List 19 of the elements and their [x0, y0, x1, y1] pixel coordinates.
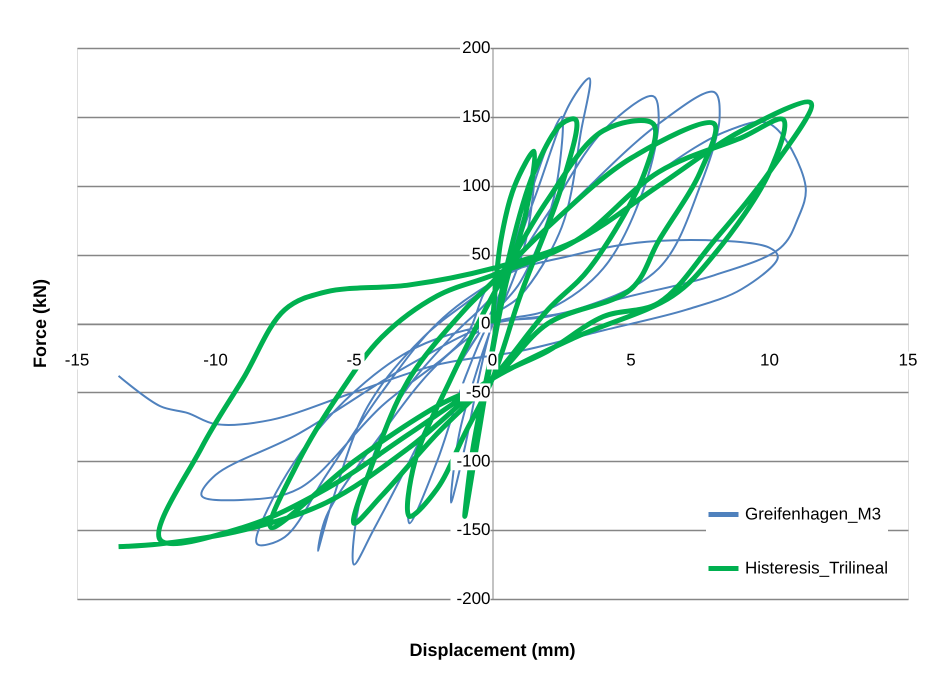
y-axis-title: Force (kN): [30, 278, 50, 368]
y-tick-label: 200: [462, 38, 490, 57]
x-tick-label: -10: [203, 350, 228, 370]
y-tick-label: -100: [456, 451, 490, 470]
y-tick-label: 150: [462, 106, 490, 126]
y-tick-label: 50: [472, 244, 490, 264]
y-tick-label: 0: [481, 314, 490, 332]
x-tick-label: -15: [64, 350, 90, 370]
y-tick-label: -150: [456, 520, 490, 540]
legend-label: Histeresis_Trilineal: [745, 558, 888, 578]
x-tick-label: 5: [626, 350, 636, 370]
x-tick-label: 15: [898, 350, 918, 370]
y-tick-label: -50: [466, 382, 490, 402]
x-tick-label: -5: [346, 350, 362, 370]
legend-label: Greifenhagen_M3: [745, 504, 882, 524]
x-axis-title: Displacement (mm): [409, 640, 576, 660]
x-tick-label: 10: [760, 350, 779, 370]
y-tick-label: -200: [456, 589, 490, 608]
y-tick-label: 100: [462, 176, 490, 195]
